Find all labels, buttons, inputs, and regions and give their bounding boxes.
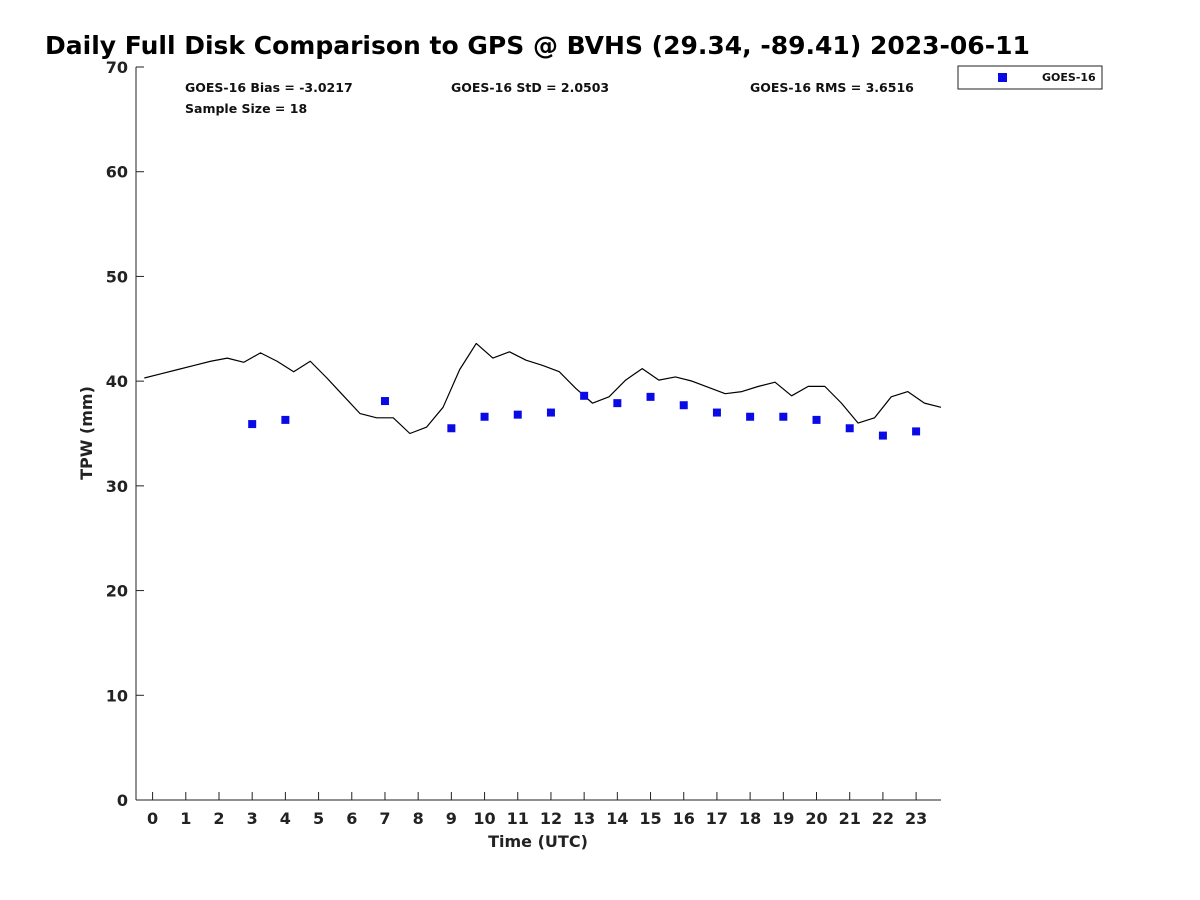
goes16-point bbox=[812, 415, 821, 424]
x-tick-label-22: 22 bbox=[872, 809, 894, 828]
x-tick-label-7: 7 bbox=[379, 809, 390, 828]
x-tick-label-0: 0 bbox=[147, 809, 158, 828]
goes16-point bbox=[845, 424, 854, 433]
x-tick-label-19: 19 bbox=[772, 809, 794, 828]
legend-box bbox=[957, 65, 1103, 90]
y-tick-label-20: 20 bbox=[106, 582, 128, 601]
x-tick-label-11: 11 bbox=[507, 809, 529, 828]
goes16-point bbox=[380, 397, 389, 406]
y-axis-label: TPW (mm) bbox=[77, 386, 96, 480]
chart-title: Daily Full Disk Comparison to GPS @ BVHS… bbox=[45, 31, 1030, 60]
legend: GOES-16 bbox=[957, 65, 1103, 90]
goes16-point bbox=[580, 391, 589, 400]
x-tick-label-5: 5 bbox=[313, 809, 324, 828]
rms-stat: GOES-16 RMS = 3.6516 bbox=[750, 80, 914, 95]
gps-line-layer bbox=[144, 342, 942, 435]
y-tick-label-70: 70 bbox=[106, 58, 128, 77]
x-tick-label-23: 23 bbox=[905, 809, 927, 828]
x-tick-label-6: 6 bbox=[346, 809, 357, 828]
goes16-point bbox=[912, 427, 921, 436]
y-tick-label-40: 40 bbox=[106, 372, 128, 391]
x-tick-label-14: 14 bbox=[606, 809, 628, 828]
x-tick-label-17: 17 bbox=[706, 809, 728, 828]
x-tick-label-13: 13 bbox=[573, 809, 595, 828]
x-tick-label-3: 3 bbox=[247, 809, 258, 828]
x-tick-label-15: 15 bbox=[639, 809, 661, 828]
goes16-point bbox=[646, 392, 655, 401]
y-tick-label-10: 10 bbox=[106, 686, 128, 705]
goes-points-layer bbox=[248, 391, 921, 440]
x-tick-label-2: 2 bbox=[213, 809, 224, 828]
x-axis: 0 1 2 3 4 5 6 7 8 9 10 11 12 13 14 15 16 17 18 19 20 21 22 23 bbox=[147, 792, 927, 828]
goes16-point bbox=[513, 410, 522, 419]
x-tick-label-8: 8 bbox=[413, 809, 424, 828]
goes16-point bbox=[878, 431, 887, 440]
x-tick-label-10: 10 bbox=[473, 809, 495, 828]
legend-label-goes16: GOES-16 bbox=[1042, 71, 1096, 84]
y-tick-label-60: 60 bbox=[106, 163, 128, 182]
legend-marker-goes16 bbox=[998, 73, 1007, 82]
plot-frame bbox=[135, 67, 941, 801]
gps-tpw-line bbox=[144, 342, 942, 435]
goes16-point bbox=[746, 412, 755, 421]
sample-size-stat: Sample Size = 18 bbox=[185, 101, 307, 116]
x-axis-label: Time (UTC) bbox=[488, 832, 588, 851]
y-tick-label-30: 30 bbox=[106, 477, 128, 496]
goes16-point bbox=[447, 424, 456, 433]
x-tick-label-20: 20 bbox=[805, 809, 827, 828]
goes16-point bbox=[679, 401, 688, 410]
y-axis: 0 10 20 30 40 50 60 70 bbox=[106, 58, 144, 810]
x-tick-label-18: 18 bbox=[739, 809, 761, 828]
goes16-point bbox=[613, 399, 622, 408]
x-tick-label-1: 1 bbox=[180, 809, 191, 828]
goes16-point bbox=[779, 412, 788, 421]
y-tick-label-0: 0 bbox=[117, 791, 128, 810]
x-tick-label-9: 9 bbox=[446, 809, 457, 828]
y-tick-label-50: 50 bbox=[106, 267, 128, 286]
goes16-point bbox=[712, 408, 721, 417]
goes16-point bbox=[546, 408, 555, 417]
x-tick-label-16: 16 bbox=[673, 809, 695, 828]
x-tick-label-12: 12 bbox=[540, 809, 562, 828]
std-stat: GOES-16 StD = 2.0503 bbox=[451, 80, 609, 95]
goes16-point bbox=[248, 420, 257, 429]
bias-stat: GOES-16 Bias = -3.0217 bbox=[185, 80, 353, 95]
goes16-point bbox=[480, 412, 489, 421]
x-tick-label-4: 4 bbox=[280, 809, 291, 828]
goes16-point bbox=[281, 415, 290, 424]
x-tick-label-21: 21 bbox=[839, 809, 861, 828]
